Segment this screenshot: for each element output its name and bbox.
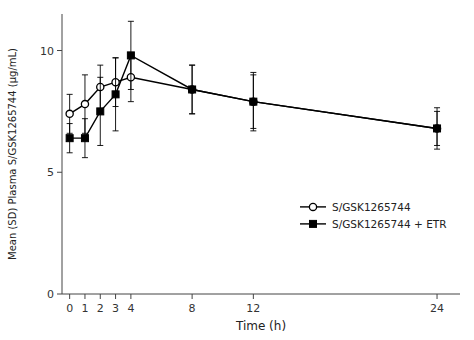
data-point: [250, 98, 257, 105]
y-axis-line: [62, 14, 63, 294]
legend-marker: [309, 203, 316, 210]
y-tick: [57, 294, 62, 295]
x-tick: [253, 294, 254, 299]
y-tick: [57, 172, 62, 173]
x-axis-label: Time (h): [235, 319, 286, 333]
series: [66, 53, 441, 146]
error-cap: [97, 145, 103, 146]
x-tick: [115, 294, 116, 299]
error-cap: [189, 65, 195, 66]
x-tick-label: 8: [189, 302, 196, 315]
x-tick: [100, 294, 101, 299]
error-bar: [113, 58, 119, 131]
y-tick-label: 10: [40, 45, 54, 58]
error-cap: [128, 89, 134, 90]
error-cap: [189, 113, 195, 114]
error-bar: [128, 21, 134, 89]
x-tick: [437, 294, 438, 299]
x-axis-line: [62, 294, 460, 295]
error-bar: [189, 65, 195, 114]
data-point: [81, 135, 88, 142]
data-point: [189, 86, 196, 93]
error-cap: [113, 57, 119, 58]
plot-area: [66, 21, 441, 157]
x-tick-label: 0: [66, 302, 73, 315]
x-tick-label: 2: [97, 302, 104, 315]
error-cap: [67, 94, 73, 95]
data-point: [433, 125, 440, 132]
error-cap: [67, 152, 73, 153]
y-axis-label: Mean (SD) Plasma S/GSK1265744 (µg/mL): [7, 48, 18, 260]
error-cap: [82, 74, 88, 75]
x-tick: [192, 294, 193, 299]
x-tick-label: 3: [112, 302, 119, 315]
error-bar: [189, 65, 195, 114]
x-tick-label: 4: [127, 302, 134, 315]
error-cap: [113, 130, 119, 131]
chart: 01234812240510Time (h)Mean (SD) Plasma S…: [0, 0, 474, 340]
data-point: [66, 135, 73, 142]
data-point: [81, 100, 88, 107]
error-bar: [250, 75, 256, 129]
legend-marker: [310, 220, 317, 227]
error-cap: [128, 21, 134, 22]
legend: S/GSK1265744 S/GSK1265744 + ETR: [300, 201, 446, 230]
error-cap: [189, 113, 195, 114]
legend-label: S/GSK1265744 + ETR: [332, 218, 446, 230]
error-bar: [97, 77, 103, 145]
error-cap: [82, 157, 88, 158]
data-point: [66, 110, 73, 117]
error-cap: [250, 128, 256, 129]
error-cap: [250, 130, 256, 131]
error-cap: [82, 118, 88, 119]
error-cap: [434, 149, 440, 150]
error-cap: [97, 65, 103, 66]
legend-label: S/GSK1265744: [332, 201, 411, 213]
x-tick: [130, 294, 131, 299]
series: [66, 21, 440, 157]
y-tick-label: 5: [47, 166, 54, 179]
error-bar: [250, 72, 256, 130]
x-tick-label: 12: [246, 302, 260, 315]
data-point: [434, 125, 441, 132]
data-point: [97, 108, 104, 115]
error-bar: [82, 119, 88, 158]
error-cap: [97, 77, 103, 78]
x-tick-label: 24: [430, 302, 444, 315]
error-bar: [434, 108, 440, 149]
background: [0, 0, 474, 340]
data-point: [189, 86, 196, 93]
y-tick: [57, 50, 62, 51]
x-tick: [84, 294, 85, 299]
error-cap: [434, 107, 440, 108]
y-tick-label: 0: [47, 288, 54, 301]
x-tick-label: 1: [81, 302, 88, 315]
error-cap: [113, 57, 119, 58]
error-cap: [67, 123, 73, 124]
error-cap: [189, 65, 195, 66]
x-tick: [69, 294, 70, 299]
error-cap: [128, 101, 134, 102]
data-point: [127, 52, 134, 59]
data-point: [250, 98, 257, 105]
data-point: [112, 91, 119, 98]
error-bar: [67, 124, 73, 153]
series-line: [70, 55, 437, 138]
error-cap: [250, 74, 256, 75]
error-cap: [250, 72, 256, 73]
